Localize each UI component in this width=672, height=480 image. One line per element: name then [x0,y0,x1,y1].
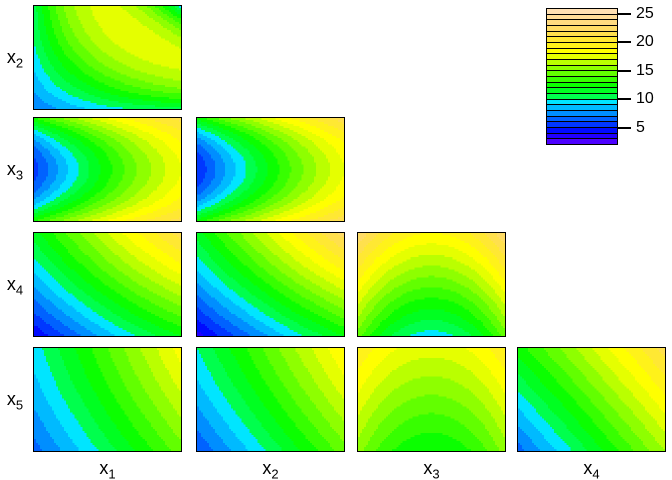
legend-stripe [547,138,617,145]
legend-stripe [547,13,617,20]
contour-surface-x3-x4 [358,233,505,336]
legend-stripe [547,98,617,105]
contour-surface-x2-x5 [197,348,344,451]
legend-tick [618,69,631,72]
contour-surface-x1-x4 [34,233,181,336]
legend-stripe [547,121,617,128]
legend-stripe [547,25,617,31]
contour-surface-x1-x2 [34,6,181,109]
col-label-x1: x1 [99,458,116,480]
legend-tick-label: 25 [636,4,654,22]
row-label-x3: x3 [6,159,24,183]
contour-surface-x1-x5 [34,348,181,451]
legend-tick-label: 20 [636,33,654,51]
legend-stripe [547,64,617,71]
contour-panel-x3-x5 [357,347,506,452]
contour-panel-x1-x4 [33,232,182,337]
legend-stripe [547,127,617,133]
legend-stripe [547,9,617,14]
contour-surface-x2-x4 [197,233,344,336]
legend-stripe [547,76,617,82]
legend-stripe [547,110,617,116]
legend-stripe [547,87,617,94]
legend-stripe [547,36,617,43]
contour-panel-x2-x3 [196,117,345,222]
legend-stripe [547,53,617,60]
contour-panel-x2-x5 [196,347,345,452]
legend-stripe [547,81,617,88]
contour-panel-x4-x5 [517,347,666,452]
color-scale-legend [546,8,618,145]
legend-stripe [547,19,617,26]
contour-panel-x2-x4 [196,232,345,337]
legend-stripe [547,132,617,139]
legend-stripe [547,70,617,77]
legend-stripe [547,93,617,99]
legend-tick [618,98,631,101]
col-label-x2: x2 [262,458,279,480]
legend-tick [618,126,631,129]
legend-tick-label: 10 [636,90,654,108]
legend-tick-label: 15 [636,61,654,79]
row-label-x4: x4 [6,274,24,298]
contour-surface-x4-x5 [518,348,665,451]
col-label-x3: x3 [423,458,440,480]
legend-stripe [547,59,617,65]
legend-stripe [547,30,617,37]
row-label-x5: x5 [6,389,24,413]
contour-panel-x1-x3 [33,117,182,222]
col-label-x4: x4 [583,458,600,480]
legend-tick-label: 5 [636,118,645,136]
contour-surface-x2-x3 [197,118,344,221]
row-label-x2: x2 [6,47,24,71]
legend-stripe [547,47,617,54]
legend-stripe [547,115,617,122]
contour-panel-x1-x2 [33,5,182,110]
legend-tick [618,41,631,44]
contour-surface-x3-x5 [358,348,505,451]
contour-panel-x1-x5 [33,347,182,452]
legend-stripe [547,104,617,111]
contour-surface-x1-x3 [34,118,181,221]
legend-stripe [547,42,617,48]
legend-tick [618,12,631,15]
contour-panel-x3-x4 [357,232,506,337]
